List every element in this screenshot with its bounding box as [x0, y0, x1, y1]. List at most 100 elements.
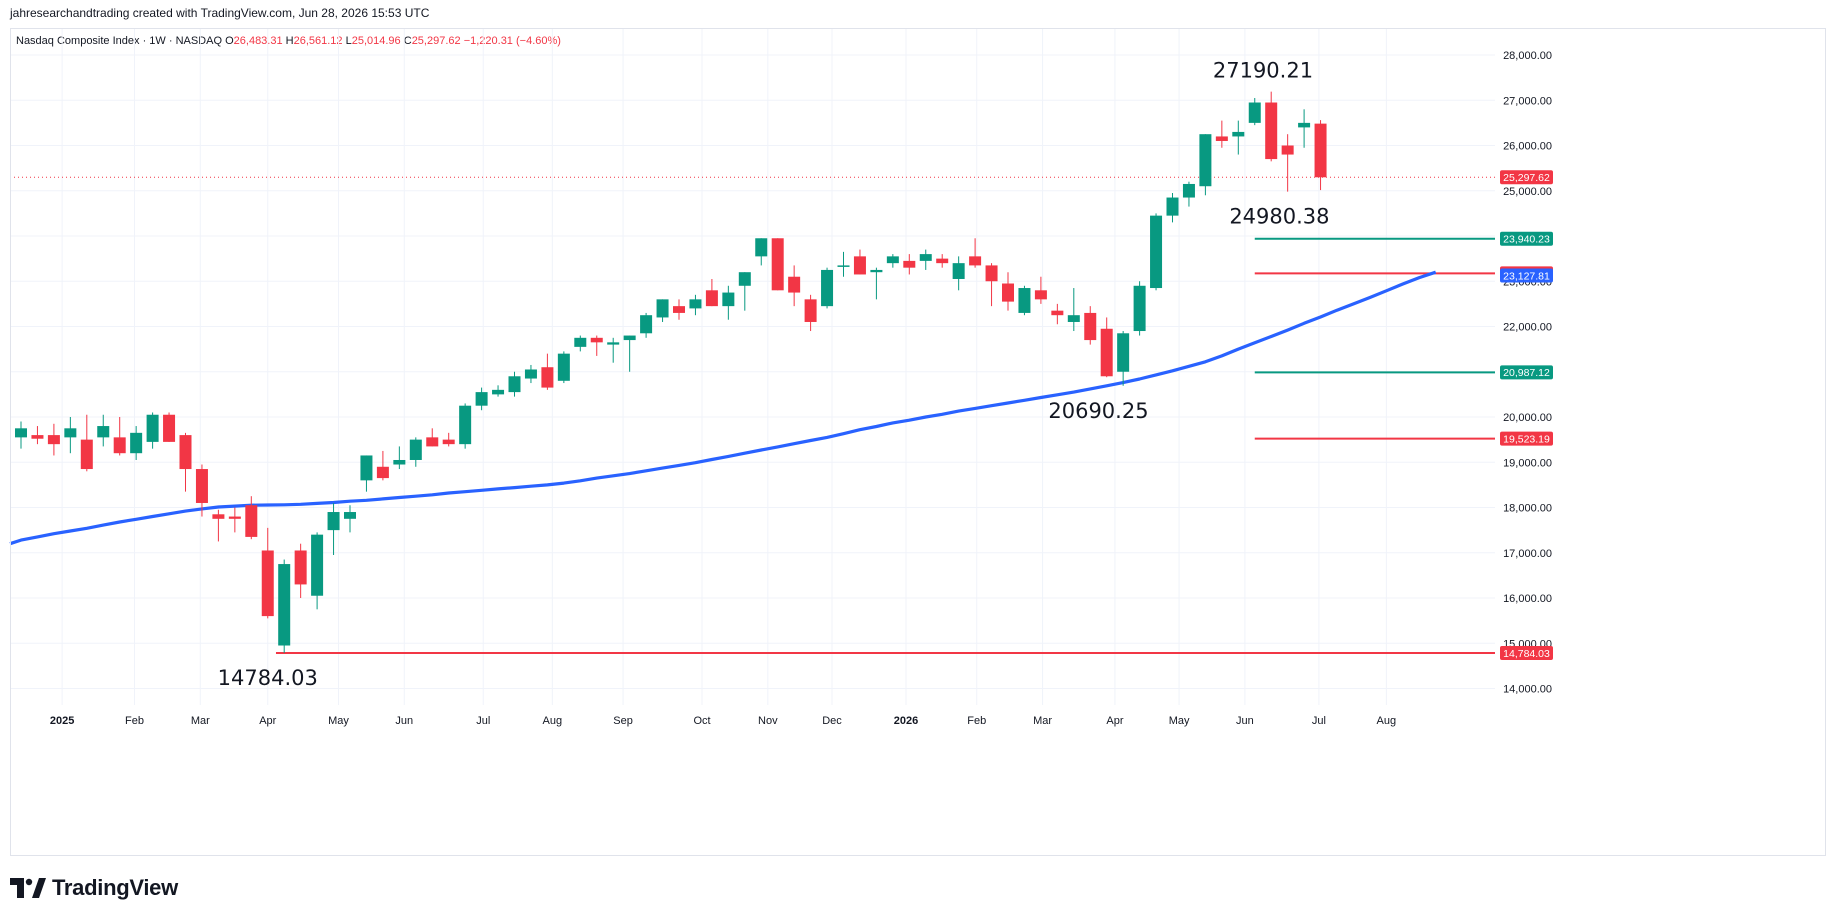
candle — [673, 299, 685, 320]
price-axis: 14,000.0015,000.0016,000.0017,000.0018,0… — [1500, 50, 1553, 696]
candle-body — [1298, 122, 1311, 128]
candle — [755, 238, 768, 266]
candle-body — [195, 469, 208, 503]
candle — [212, 509, 225, 542]
candle — [1314, 120, 1327, 191]
candle — [952, 256, 965, 291]
candle — [1018, 285, 1031, 316]
change-value: −1,220.31 (−4.60%) — [463, 35, 561, 47]
candle — [475, 387, 488, 411]
price-tick-label: 14,000.00 — [1503, 684, 1552, 696]
candle-body — [508, 376, 521, 393]
level-value-badge-text: 20,987.12 — [1503, 367, 1550, 379]
candle — [97, 414, 110, 447]
candle — [1265, 91, 1278, 162]
candle — [541, 353, 554, 390]
candle — [1150, 213, 1163, 291]
time-tick-label: Mar — [1033, 715, 1052, 727]
candle-body — [903, 260, 916, 268]
low-value: 25,014.96 — [351, 35, 401, 47]
candle — [557, 351, 570, 384]
candle — [1034, 276, 1047, 304]
candle-body — [870, 269, 883, 273]
candle-body — [705, 290, 718, 307]
high-value: 26,561.12 — [293, 35, 343, 47]
candle-body — [311, 534, 324, 596]
candle-body — [1117, 333, 1130, 372]
candle-body — [1281, 145, 1294, 155]
price-tick-label: 19,000.00 — [1503, 457, 1552, 469]
candle — [771, 238, 784, 291]
level-value-badge-text: 19,523.19 — [1503, 433, 1550, 445]
time-tick-label: Jun — [1236, 715, 1254, 727]
candle-body — [1215, 136, 1228, 141]
candle-body — [475, 392, 488, 406]
candle — [294, 543, 307, 598]
time-tick-label: Oct — [693, 715, 710, 727]
candle — [985, 263, 998, 307]
time-tick-label: 2025 — [50, 715, 74, 727]
price-annotation: 27190.21 — [1213, 59, 1313, 83]
candle — [1215, 120, 1228, 148]
time-tick-label: Dec — [822, 715, 842, 727]
candle — [1248, 97, 1261, 126]
time-tick-label: Feb — [967, 715, 986, 727]
time-tick-label: Feb — [125, 715, 144, 727]
candle — [393, 446, 406, 470]
candle-body — [738, 272, 751, 286]
candle — [508, 371, 521, 397]
candle — [574, 335, 587, 352]
moving-average-layer — [9, 270, 1437, 546]
price-tick-label: 18,000.00 — [1503, 503, 1552, 515]
candle-body — [788, 276, 801, 293]
candle — [656, 299, 669, 322]
candle-body — [919, 254, 932, 261]
candle — [969, 238, 982, 268]
candle — [1281, 134, 1294, 192]
candle — [1117, 331, 1130, 386]
candle-body — [623, 335, 636, 341]
candle — [837, 251, 850, 277]
candle — [344, 505, 356, 533]
candle-body — [853, 256, 866, 275]
candle-body — [1067, 315, 1080, 322]
time-tick-label: Mar — [191, 715, 210, 727]
candle-body — [146, 414, 159, 442]
candle-body — [492, 389, 505, 395]
time-tick-label: Nov — [758, 715, 778, 727]
candle — [31, 426, 44, 445]
candle — [80, 414, 93, 472]
open-value: 26,483.31 — [233, 35, 283, 47]
candle — [130, 426, 143, 460]
moving-average-last-badge-text: 23,127.81 — [1503, 270, 1550, 282]
tradingview-brand[interactable]: TradingView — [10, 875, 178, 901]
symbol-name[interactable]: Nasdaq Composite Index · 1W · NASDAQ — [16, 35, 223, 47]
level-value-badge — [1500, 431, 1553, 446]
candle-body — [376, 466, 389, 479]
candle-body — [228, 516, 241, 519]
candle-body — [640, 315, 653, 334]
time-tick-label: May — [1169, 715, 1190, 727]
candle — [870, 267, 883, 300]
candle-body — [1034, 290, 1047, 300]
candle — [705, 278, 718, 307]
level-value-badge-text: 23,940.23 — [1503, 234, 1550, 246]
candle-body — [755, 238, 768, 257]
candle-body — [837, 265, 850, 267]
horizontal-levels — [10, 176, 1495, 655]
last-price-badge — [1500, 170, 1553, 185]
candle — [936, 254, 949, 268]
chart-attribution: jahresearchandtrading created with Tradi… — [10, 6, 430, 20]
close-value: 25,297.62 — [411, 35, 461, 47]
candle — [788, 265, 801, 307]
candle-body — [952, 263, 965, 279]
candle-body — [936, 258, 949, 264]
symbol-legend: Nasdaq Composite Index · 1W · NASDAQ O26… — [16, 35, 561, 47]
candle — [1051, 303, 1064, 325]
candle — [1100, 317, 1113, 378]
candle — [409, 437, 422, 467]
time-tick-label: Jul — [476, 715, 490, 727]
time-tick-label: Aug — [1377, 715, 1397, 727]
candle — [1232, 120, 1245, 155]
